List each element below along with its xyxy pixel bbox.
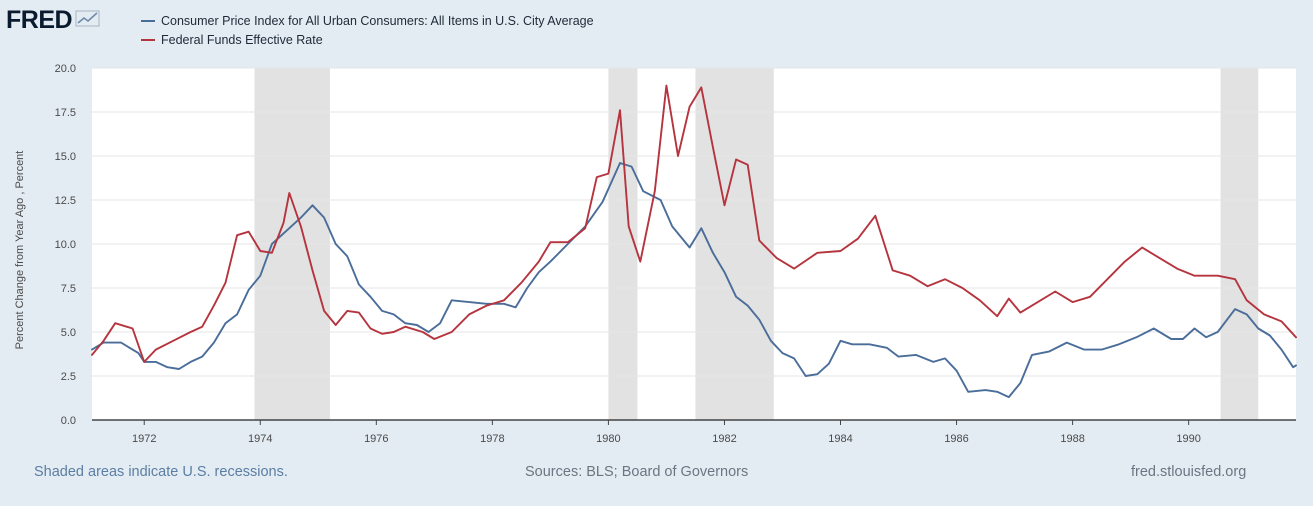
y-tick-label: 15.0 bbox=[55, 151, 76, 163]
recession-note: Shaded areas indicate U.S. recessions. bbox=[34, 464, 288, 480]
y-tick-label: 12.5 bbox=[55, 195, 76, 207]
x-tick-label: 1982 bbox=[712, 433, 736, 445]
legend-item-cpi[interactable]: Consumer Price Index for All Urban Consu… bbox=[141, 11, 594, 30]
y-tick-label: 0.0 bbox=[61, 415, 76, 427]
legend-label-cpi: Consumer Price Index for All Urban Consu… bbox=[161, 13, 594, 28]
sources-note: Sources: BLS; Board of Governors bbox=[525, 464, 749, 480]
x-tick-label: 1978 bbox=[480, 433, 504, 445]
x-tick-label: 1988 bbox=[1060, 433, 1084, 445]
chart-legend: Consumer Price Index for All Urban Consu… bbox=[141, 11, 594, 49]
fred-logo-text: FRED bbox=[6, 6, 73, 34]
fred-chart-icon bbox=[75, 8, 101, 33]
x-tick-label: 1984 bbox=[828, 433, 852, 445]
legend-label-fedfunds: Federal Funds Effective Rate bbox=[161, 32, 323, 47]
y-axis-label: Percent Change from Year Ago , Percent bbox=[14, 151, 26, 350]
y-tick-label: 17.5 bbox=[55, 107, 76, 119]
legend-swatch-fedfunds bbox=[141, 38, 155, 41]
fred-url-link[interactable]: fred.stlouisfed.org bbox=[1131, 464, 1247, 480]
x-tick-label: 1972 bbox=[132, 433, 156, 445]
x-tick-label: 1974 bbox=[248, 433, 272, 445]
y-tick-label: 5.0 bbox=[61, 327, 76, 339]
x-tick-label: 1990 bbox=[1176, 433, 1200, 445]
legend-item-fedfunds[interactable]: Federal Funds Effective Rate bbox=[141, 30, 594, 49]
legend-swatch-cpi bbox=[141, 19, 155, 22]
y-tick-label: 20.0 bbox=[55, 63, 76, 75]
x-tick-label: 1976 bbox=[364, 433, 388, 445]
y-tick-label: 2.5 bbox=[61, 371, 76, 383]
fred-logo[interactable]: FRED bbox=[6, 6, 101, 35]
series-line-fedfunds bbox=[91, 84, 1297, 363]
x-tick-label: 1986 bbox=[944, 433, 968, 445]
y-tick-label: 10.0 bbox=[55, 239, 76, 251]
y-tick-label: 7.5 bbox=[61, 283, 76, 295]
x-tick-label: 1980 bbox=[596, 433, 620, 445]
